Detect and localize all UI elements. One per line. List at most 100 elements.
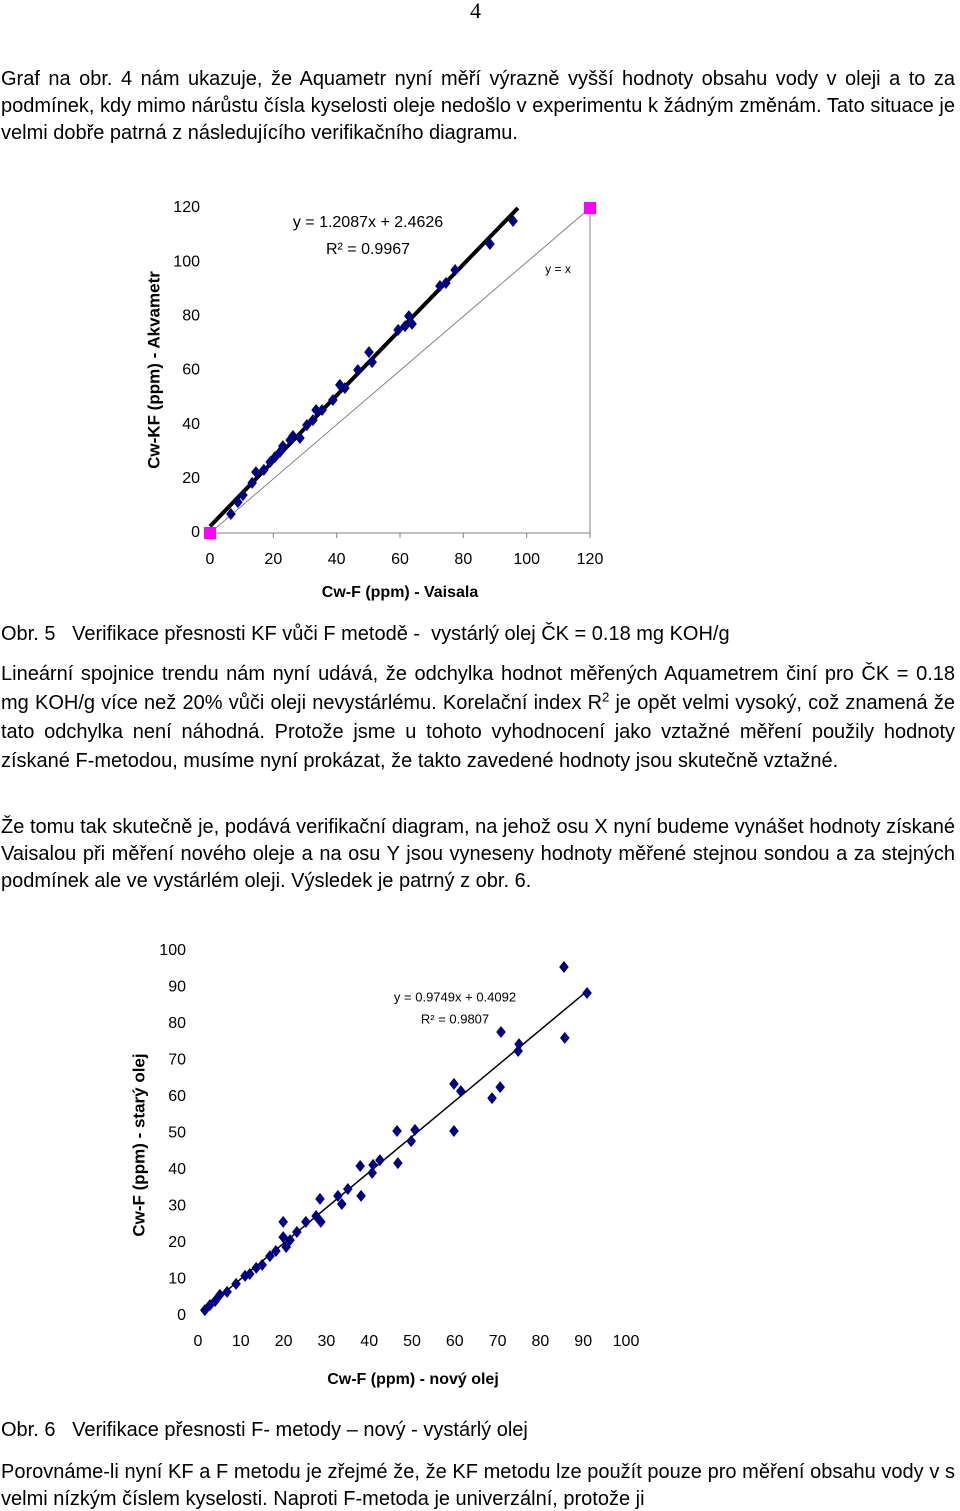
text: je opět velmi vysoký, což znamená že tat… [1, 692, 955, 772]
marker [364, 346, 374, 359]
marker [449, 1124, 459, 1137]
marker [450, 264, 460, 277]
marker [295, 431, 305, 444]
marker [353, 363, 363, 376]
annotation: y = x [545, 262, 571, 276]
marker [259, 463, 269, 476]
marker [441, 277, 451, 290]
x-tick-label: 60 [391, 551, 409, 568]
x-tick-label: 70 [489, 1333, 507, 1350]
marker [315, 1192, 325, 1205]
marker [205, 1299, 215, 1312]
y-tick-label: 40 [182, 416, 200, 433]
x-tick-label: 90 [574, 1333, 592, 1350]
marker [204, 527, 216, 539]
paragraph: Porovnáme-li nyní KF a F metodu je zřejm… [1, 1459, 955, 1511]
marker [367, 1166, 377, 1179]
marker [356, 1189, 366, 1202]
marker [496, 1026, 506, 1039]
caption: Obr. 5 Verifikace přesnosti KF vůči F me… [1, 623, 730, 645]
x-tick-label: 20 [275, 1333, 293, 1350]
marker [244, 1268, 255, 1281]
text: Graf na obr. 4 nám ukazuje, že Aquametr … [1, 68, 955, 144]
text: Že tomu tak skutečně je, podává verifika… [1, 816, 955, 892]
annotation: R² = 0.9807 [421, 1011, 489, 1026]
marker [392, 1124, 402, 1137]
marker [410, 1123, 420, 1136]
marker [210, 1295, 220, 1308]
x-tick-label: 40 [328, 551, 346, 568]
y-tick-label: 0 [191, 524, 200, 541]
page-number: 4 [470, 0, 481, 23]
x-tick-label: 100 [513, 551, 540, 568]
marker [375, 1154, 385, 1167]
marker [226, 508, 236, 521]
marker [271, 1245, 281, 1258]
marker [582, 986, 592, 999]
paragraph: Graf na obr. 4 nám ukazuje, že Aquametr … [1, 66, 955, 147]
caption: Obr. 6 Verifikace přesnosti F- metody – … [1, 1419, 528, 1441]
marker [222, 1285, 232, 1298]
marker [278, 1215, 288, 1228]
y-tick-label: 40 [168, 1161, 186, 1178]
y-tick-label: 60 [182, 362, 200, 379]
marker [455, 1085, 466, 1098]
y-tick-label: 120 [173, 199, 200, 216]
y-tick-label: 30 [168, 1198, 186, 1215]
trendline [208, 206, 520, 528]
y-tick-label: 100 [173, 253, 200, 270]
marker [265, 1250, 275, 1263]
marker [340, 382, 350, 395]
y-tick-label: 100 [159, 942, 186, 959]
marker [355, 1159, 366, 1172]
superscript: 2 [602, 689, 610, 705]
marker [393, 1157, 403, 1170]
marker [270, 451, 280, 464]
x-tick-label: 20 [264, 551, 282, 568]
marker [367, 356, 377, 369]
x-tick-label: 0 [194, 1333, 203, 1350]
marker [584, 202, 596, 214]
paragraph: Že tomu tak skutečně je, podává verifika… [1, 814, 955, 895]
x-tick-label: 0 [206, 551, 215, 568]
marker [559, 961, 569, 974]
marker [337, 1197, 347, 1210]
y-tick-label: 70 [168, 1052, 186, 1069]
marker [435, 280, 445, 292]
y-tick-label: 60 [168, 1088, 186, 1105]
y-tick-label: 90 [168, 979, 186, 996]
y-axis-title: Cw-F (ppm) - starý olej [129, 1053, 148, 1236]
x-tick-label: 80 [454, 551, 472, 568]
marker [311, 1209, 321, 1222]
marker [238, 489, 248, 502]
y-tick-label: 20 [182, 470, 200, 487]
marker [495, 1081, 505, 1094]
x-tick-label: 100 [613, 1333, 640, 1350]
marker [257, 1258, 267, 1271]
y-tick-label: 50 [168, 1125, 186, 1142]
x-axis-title: Cw-F (ppm) - Vaisala [322, 584, 479, 601]
marker [333, 1189, 343, 1202]
marker [311, 404, 321, 417]
marker [508, 215, 518, 227]
marker [407, 317, 417, 330]
x-tick-label: 40 [360, 1333, 378, 1350]
x-tick-label: 30 [318, 1333, 336, 1350]
marker [285, 1234, 295, 1247]
marker [215, 1288, 225, 1301]
marker [400, 320, 410, 333]
annotation: y = 1.2087x + 2.4626 [293, 214, 443, 231]
y-tick-label: 10 [168, 1271, 186, 1288]
marker [316, 1215, 326, 1228]
y-tick-label: 80 [168, 1015, 186, 1032]
text: Porovnáme-li nyní KF a F metodu je zřejm… [1, 1461, 955, 1510]
marker [247, 476, 257, 489]
marker [514, 1038, 524, 1051]
marker [559, 1031, 570, 1044]
x-axis-title: Cw-F (ppm) - nový olej [327, 1371, 499, 1388]
marker [393, 323, 403, 336]
marker [308, 414, 318, 427]
annotation: R² = 0.9967 [326, 241, 410, 258]
